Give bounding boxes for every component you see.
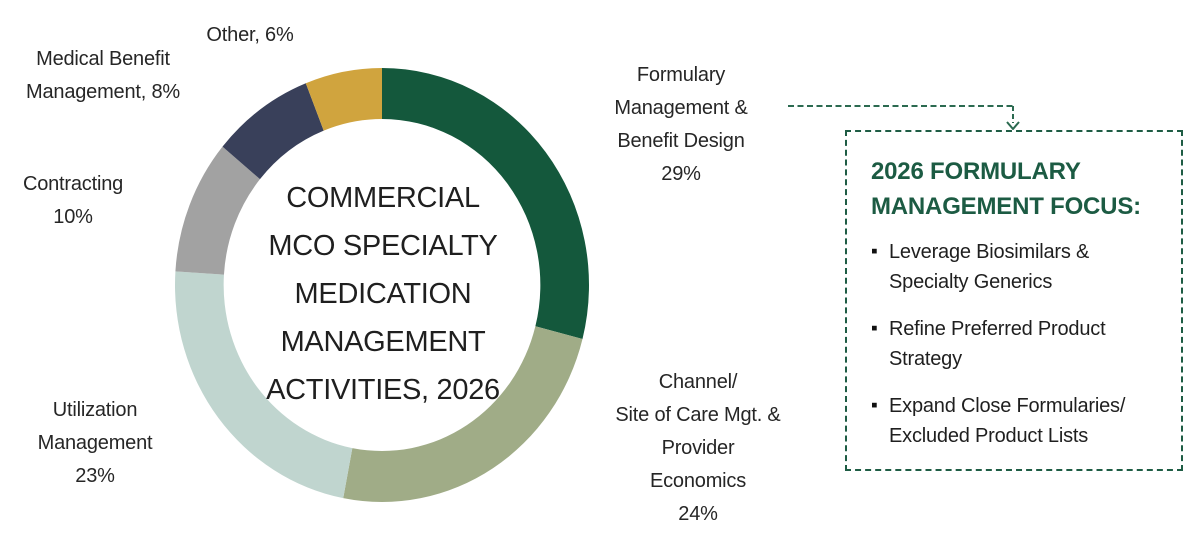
donut-slice-channel-site-of-care-mgt-provider-economics bbox=[343, 326, 583, 502]
slice-label-other: Other, 6% bbox=[206, 24, 294, 46]
donut-slice-formulary-management-benefit-design bbox=[382, 68, 589, 339]
donut-slice-utilization-management bbox=[175, 271, 353, 499]
list-item: ▪ Leverage Biosimilars & Specialty Gener… bbox=[871, 237, 1167, 297]
slice-label-utilization-management: Utilization Management 23% bbox=[37, 399, 153, 487]
formulary-focus-callout: 2026 FORMULARY MANAGEMENT FOCUS: ▪ Lever… bbox=[845, 130, 1183, 471]
slice-label-channel-site-of-care: Channel/ Site of Care Mgt. & Provider Ec… bbox=[615, 371, 781, 525]
bullet-square-icon: ▪ bbox=[871, 318, 878, 339]
list-item: ▪ Refine Preferred Product Strategy bbox=[871, 314, 1167, 374]
bullet-text: Leverage Biosimilars & Specialty Generic… bbox=[889, 241, 1090, 293]
list-item: ▪ Expand Close Formularies/ Excluded Pro… bbox=[871, 391, 1167, 451]
donut-chart bbox=[175, 68, 589, 502]
connector-arrow-icon bbox=[788, 105, 1020, 131]
slice-label-contracting: Contracting 10% bbox=[22, 173, 124, 228]
chart-title: COMMERCIAL MCO SPECIALTY MEDICATION MANA… bbox=[266, 182, 500, 406]
callout-title: 2026 FORMULARY MANAGEMENT FOCUS: bbox=[871, 158, 1141, 220]
callout-bullet-list: ▪ Leverage Biosimilars & Specialty Gener… bbox=[871, 237, 1167, 451]
bullet-text: Expand Close Formularies/ Excluded Produ… bbox=[889, 395, 1126, 447]
bullet-square-icon: ▪ bbox=[871, 395, 878, 416]
slice-label-medical-benefit-management: Medical Benefit Management, 8% bbox=[26, 48, 180, 103]
bullet-text: Refine Preferred Product Strategy bbox=[889, 318, 1106, 370]
donut-slice-other bbox=[305, 68, 382, 131]
bullet-square-icon: ▪ bbox=[871, 241, 878, 262]
donut-slice-contracting bbox=[175, 146, 260, 275]
slice-label-formulary-management: Formulary Management & Benefit Design 29… bbox=[614, 64, 748, 185]
donut-slice-medical-benefit-management bbox=[222, 83, 324, 180]
